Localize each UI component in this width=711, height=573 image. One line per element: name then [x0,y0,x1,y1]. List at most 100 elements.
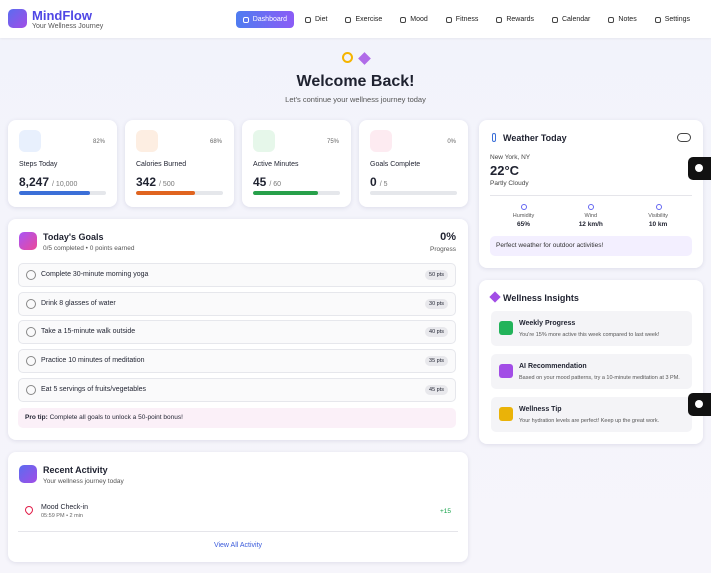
logo[interactable] [8,9,27,28]
goal-text: Practice 10 minutes of meditation [41,357,145,365]
progress-track [253,191,340,195]
nav-label: Calendar [561,16,591,23]
goal-checkbox[interactable] [26,327,36,338]
sun-icon [342,52,353,63]
goal-text: Complete 30-minute morning yoga [41,271,149,278]
stat-card: 82% Steps Today 8,247/ 10,000 [8,120,117,207]
activity-title: Mood Check-in [41,504,89,511]
nav-icon [445,16,452,23]
stat-value: 45/ 60 [253,175,281,189]
insight-icon [499,407,513,421]
top-bar: MindFlow Your Wellness Journey Dashboard… [0,0,711,38]
weather-note: Perfect weather for outdoor activities! [490,236,692,256]
tip-lead: Pro tip: [25,414,48,421]
insight-text: You're 15% more active this week compare… [519,332,660,338]
activity-meta: 05:59 PM • 2 min [41,513,83,519]
nav-item[interactable]: Mood [393,11,435,28]
nav-item[interactable]: Settings [648,11,697,28]
nav-item[interactable]: Fitness [439,11,486,28]
tagline: Your Wellness Journey [32,23,104,30]
goal-item[interactable]: Drink 8 glasses of water 30 pts [18,291,456,316]
cloud-icon [677,133,691,142]
insights-title: Wellness Insights [503,293,579,303]
goal-item[interactable]: Eat 5 servings of fruits/vegetables 45 pt… [18,377,456,402]
sparkle-icon [358,52,371,65]
nav-item[interactable]: Rewards [489,11,541,28]
view-all-link[interactable]: View All Activity [213,542,263,549]
goal-points: 50 pts [425,270,448,280]
goal-checkbox[interactable] [26,384,36,395]
goal-points: 45 pts [425,384,448,395]
insights-card: Wellness Insights Weekly Progress You're … [479,280,703,444]
nav: Dashboard Diet Exercise Mood Fitness Rewards C… [235,11,697,28]
stat-percent: 68% [209,139,222,145]
floating-button[interactable] [688,393,711,416]
progress-fill [253,191,319,195]
thermo-icon [492,133,496,142]
nav-icon [551,16,558,23]
stat-target: / 500 [159,181,175,188]
stat-target: / 60 [269,181,282,188]
divider [490,195,692,196]
floating-button[interactable] [688,157,711,180]
stat-icon [19,130,41,152]
stat-icon [136,130,158,152]
stat-value: 342/ 500 [136,175,175,189]
nav-icon [345,16,352,23]
goal-checkbox[interactable] [26,270,36,280]
weather-title: Weather Today [503,133,567,143]
metric-icon [588,204,595,210]
insight: Wellness Tip Your hydration levels are pe… [491,397,692,432]
goal-text: Take a 15-minute walk outside [41,328,136,336]
goals-icon [19,232,37,250]
metric-icon [655,204,662,210]
nav-icon [496,16,503,23]
goal-item[interactable]: Take a 15-minute walk outside 40 pts [18,320,456,345]
nav-icon [608,16,615,23]
nav-item[interactable]: Notes [601,11,643,28]
goal-item[interactable]: Complete 30-minute morning yoga 50 pts [18,263,456,287]
nav-icon [400,16,407,23]
insight-icon [499,321,513,335]
nav-icon [304,16,311,23]
stat-value: 0/ 5 [370,175,387,189]
metric-value: 10 km [648,221,668,228]
progress-track [370,191,457,195]
goal-checkbox[interactable] [26,298,36,309]
location: New York, NY [490,154,531,161]
stat-value-number: 8,247 [19,175,50,189]
metric-value: 12 km/h [578,221,603,228]
nav-item[interactable]: Calendar [545,11,597,28]
recent-title: Recent Activity [43,465,108,475]
insight-title: Weekly Progress [519,320,576,327]
stat-percent: 0% [447,139,456,145]
progress-track [19,191,106,195]
weather-card: Weather Today New York, NY 22°C Partly C… [479,120,703,268]
stat-label: Steps Today [19,161,58,168]
nav-item[interactable]: Diet [298,11,334,28]
brand[interactable]: MindFlow [32,8,92,23]
insight-title: Wellness Tip [519,406,562,413]
divider [18,531,458,532]
stat-icon [370,130,392,152]
goal-checkbox[interactable] [26,356,36,367]
goals-card: Today's Goals 0/5 completed • 0 points e… [8,219,468,440]
nav-item[interactable]: Dashboard [235,11,294,28]
goal-points: 40 pts [425,327,448,338]
metric-icon [521,204,527,210]
progress-fill [136,191,196,195]
nav-label: Notes [618,16,637,23]
insight: Weekly Progress You're 15% more active th… [491,311,692,346]
stat-percent: 75% [326,139,339,145]
nav-icon [654,16,661,23]
welcome-subtitle: Let's continue your wellness journey tod… [285,95,426,104]
nav-label: Fitness [455,16,479,23]
nav-label: Exercise [355,16,383,23]
metric-value: 65% [516,221,530,228]
goals-summary: 0/5 completed • 0 points earned [43,245,135,252]
stat-card: 75% Active Minutes 45/ 60 [242,120,351,207]
activity-points: +15 [439,508,451,515]
nav-item[interactable]: Exercise [338,11,389,28]
goal-item[interactable]: Practice 10 minutes of meditation 35 pts [18,349,456,374]
